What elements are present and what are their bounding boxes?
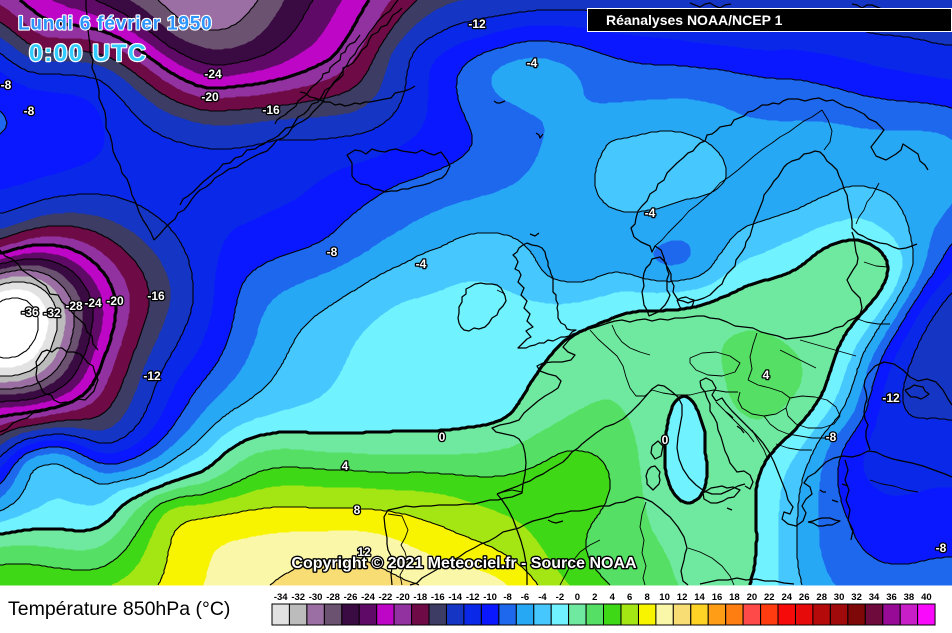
svg-text:32: 32 [851, 592, 862, 603]
svg-text:-4: -4 [645, 206, 656, 220]
svg-text:-10: -10 [483, 592, 497, 603]
svg-text:12: 12 [677, 592, 688, 603]
svg-text:4: 4 [610, 592, 616, 603]
svg-text:16: 16 [712, 592, 723, 603]
svg-text:-24: -24 [361, 592, 375, 603]
svg-text:8: 8 [354, 503, 361, 517]
svg-text:-8: -8 [327, 245, 338, 259]
svg-text:2: 2 [592, 592, 597, 603]
svg-text:8: 8 [645, 592, 650, 603]
svg-text:-12: -12 [882, 391, 900, 405]
svg-text:36: 36 [886, 592, 897, 603]
svg-text:12: 12 [357, 545, 371, 559]
svg-text:-8: -8 [826, 430, 837, 444]
svg-text:-32: -32 [43, 306, 61, 320]
svg-text:-36: -36 [21, 305, 39, 319]
svg-text:-8: -8 [936, 541, 947, 555]
svg-text:26: 26 [799, 592, 810, 603]
svg-text:-22: -22 [379, 592, 393, 603]
svg-text:-6: -6 [521, 592, 529, 603]
svg-text:-26: -26 [344, 592, 358, 603]
svg-text:14: 14 [694, 592, 705, 603]
svg-text:-4: -4 [527, 56, 538, 70]
svg-text:-34: -34 [274, 592, 288, 603]
svg-text:-16: -16 [262, 103, 280, 117]
svg-text:0: 0 [662, 433, 669, 447]
svg-text:38: 38 [904, 592, 915, 603]
svg-text:22: 22 [764, 592, 775, 603]
svg-text:24: 24 [782, 592, 793, 603]
svg-text:0:00 UTC: 0:00 UTC [29, 40, 147, 67]
svg-text:-12: -12 [468, 17, 486, 31]
svg-text:-20: -20 [106, 294, 124, 308]
svg-text:18: 18 [729, 592, 740, 603]
svg-text:-12: -12 [143, 369, 161, 383]
svg-text:-16: -16 [147, 289, 165, 303]
svg-text:-32: -32 [291, 592, 305, 603]
svg-text:-24: -24 [204, 67, 222, 81]
svg-text:-4: -4 [538, 592, 547, 603]
svg-text:-28: -28 [65, 299, 83, 313]
svg-text:-16: -16 [431, 592, 445, 603]
svg-text:6: 6 [627, 592, 632, 603]
svg-text:34: 34 [869, 592, 880, 603]
svg-text:-18: -18 [413, 592, 427, 603]
svg-text:4: 4 [763, 368, 770, 382]
svg-text:28: 28 [816, 592, 827, 603]
svg-text:-8: -8 [24, 104, 35, 118]
svg-text:Copyright © 2021 Meteociel.fr: Copyright © 2021 Meteociel.fr - Source N… [291, 555, 637, 572]
svg-text:40: 40 [921, 592, 932, 603]
svg-text:Température 850hPa (°C): Température 850hPa (°C) [8, 598, 230, 620]
svg-text:-20: -20 [201, 90, 219, 104]
svg-text:-30: -30 [309, 592, 323, 603]
svg-text:30: 30 [834, 592, 845, 603]
svg-text:-24: -24 [84, 296, 102, 310]
svg-text:-8: -8 [503, 592, 511, 603]
svg-text:0: 0 [575, 592, 580, 603]
svg-text:-28: -28 [326, 592, 340, 603]
svg-text:Lundi 6 février 1950: Lundi 6 février 1950 [18, 14, 212, 35]
svg-text:0: 0 [439, 430, 446, 444]
svg-text:-12: -12 [466, 592, 480, 603]
svg-text:-14: -14 [448, 592, 462, 603]
svg-text:20: 20 [747, 592, 758, 603]
svg-text:-2: -2 [556, 592, 564, 603]
svg-text:-20: -20 [396, 592, 410, 603]
svg-text:Réanalyses NOAA/NCEP 1: Réanalyses NOAA/NCEP 1 [606, 12, 783, 28]
svg-text:10: 10 [659, 592, 670, 603]
svg-text:-4: -4 [416, 257, 427, 271]
svg-text:-8: -8 [1, 78, 12, 92]
svg-text:4: 4 [342, 459, 349, 473]
